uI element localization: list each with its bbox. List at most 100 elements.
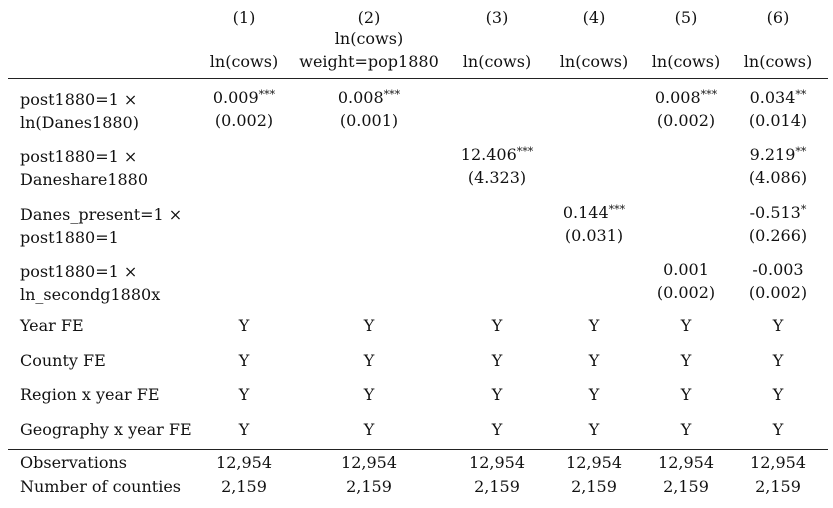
fe-indicator: Y [588, 316, 600, 335]
fe-indicator: Y [363, 385, 375, 404]
fe-indicator: Y [588, 351, 600, 370]
coefficient: 0.009*** [213, 88, 275, 108]
column-dep-var: ln(cows) [651, 52, 721, 71]
stats-rule [8, 449, 828, 450]
standard-error: (4.086) [748, 168, 808, 187]
coefficient: -0.003 [752, 260, 803, 280]
fe-indicator: Y [588, 385, 600, 404]
coefficient-value: -0.513 [749, 203, 801, 222]
fe-indicator: Y [238, 420, 250, 439]
fe-indicator: Y [588, 420, 600, 439]
coefficient-value: 0.008 [654, 88, 701, 107]
significance-stars: *** [608, 203, 626, 216]
fe-indicator: Y [772, 351, 784, 370]
fe-indicator: Y [238, 385, 250, 404]
coefficient: 0.008*** [338, 88, 400, 108]
coefficient: 9.219** [750, 145, 807, 165]
standard-error: (0.001) [339, 111, 399, 130]
column-number: (4) [582, 8, 606, 27]
column-dep-var-line1: ln(cows) [334, 29, 404, 48]
row-label-continued: Daneshare1880 [20, 170, 149, 189]
coefficient: 0.034** [750, 88, 807, 108]
standard-error: (0.002) [748, 283, 808, 302]
row-label-continued: ln_secondg1880x [20, 285, 161, 304]
stat-value: 2,159 [663, 477, 709, 496]
row-label-continued: ln(Danes1880) [20, 113, 139, 132]
coefficient-value: -0.003 [752, 260, 804, 279]
coefficient: 0.008*** [655, 88, 717, 108]
column-dep-var: ln(cows) [559, 52, 629, 71]
column-number: (6) [766, 8, 790, 27]
stat-value: 12,954 [658, 453, 714, 472]
standard-error: (0.014) [748, 111, 808, 130]
fe-indicator: Y [363, 420, 375, 439]
stat-label: Observations [20, 453, 127, 472]
fe-indicator: Y [491, 316, 503, 335]
stat-value: 12,954 [566, 453, 622, 472]
fe-indicator: Y [680, 316, 692, 335]
fe-indicator: Y [772, 385, 784, 404]
significance-stars: *** [700, 88, 718, 101]
row-label: post1880=1 × [20, 262, 138, 281]
fe-indicator: Y [680, 351, 692, 370]
significance-stars: * [800, 203, 807, 216]
coefficient-value: 0.001 [663, 260, 709, 279]
coefficient: 12.406*** [461, 145, 533, 165]
column-dep-var: weight=pop1880 [299, 52, 439, 71]
column-number: (5) [674, 8, 698, 27]
coefficient-value: 0.008 [337, 88, 384, 107]
row-label: Danes_present=1 × [20, 205, 183, 224]
stat-value: 12,954 [216, 453, 272, 472]
fe-label: Year FE [20, 316, 84, 335]
significance-stars: *** [516, 145, 534, 158]
stat-value: 2,159 [755, 477, 801, 496]
standard-error: (0.266) [748, 226, 808, 245]
fe-label: County FE [20, 351, 106, 370]
coefficient: -0.513* [750, 203, 807, 223]
significance-stars: *** [258, 88, 276, 101]
stat-value: 2,159 [221, 477, 267, 496]
column-number: (2) [357, 8, 381, 27]
coefficient-value: 0.009 [212, 88, 259, 107]
fe-indicator: Y [363, 316, 375, 335]
coefficient: 0.001 [663, 260, 709, 280]
coefficient-value: 12.406 [460, 145, 517, 164]
fe-indicator: Y [772, 420, 784, 439]
stat-value: 12,954 [750, 453, 806, 472]
fe-label: Geography x year FE [20, 420, 192, 439]
standard-error: (0.002) [214, 111, 274, 130]
significance-stars: ** [795, 145, 807, 158]
significance-stars: *** [383, 88, 401, 101]
stat-value: 12,954 [341, 453, 397, 472]
fe-indicator: Y [680, 420, 692, 439]
standard-error: (0.031) [564, 226, 624, 245]
coefficient: 0.144*** [563, 203, 625, 223]
column-dep-var: ln(cows) [743, 52, 813, 71]
fe-indicator: Y [680, 385, 692, 404]
fe-label: Region x year FE [20, 385, 160, 404]
row-label: post1880=1 × [20, 90, 138, 109]
fe-indicator: Y [238, 351, 250, 370]
column-number: (3) [485, 8, 509, 27]
standard-error: (0.002) [656, 111, 716, 130]
fe-indicator: Y [491, 385, 503, 404]
significance-stars: ** [795, 88, 807, 101]
column-dep-var: ln(cows) [209, 52, 279, 71]
coefficient-value: 0.144 [562, 203, 609, 222]
stat-label: Number of counties [20, 477, 181, 496]
standard-error: (4.323) [467, 168, 527, 187]
fe-indicator: Y [491, 351, 503, 370]
stat-value: 12,954 [469, 453, 525, 472]
row-label-continued: post1880=1 [20, 228, 119, 247]
stat-value: 2,159 [346, 477, 392, 496]
standard-error: (0.002) [656, 283, 716, 302]
fe-indicator: Y [238, 316, 250, 335]
column-dep-var: ln(cows) [462, 52, 532, 71]
coefficient-value: 0.034 [749, 88, 796, 107]
fe-indicator: Y [363, 351, 375, 370]
stat-value: 2,159 [474, 477, 520, 496]
fe-indicator: Y [491, 420, 503, 439]
header-rule [8, 78, 828, 79]
stat-value: 2,159 [571, 477, 617, 496]
